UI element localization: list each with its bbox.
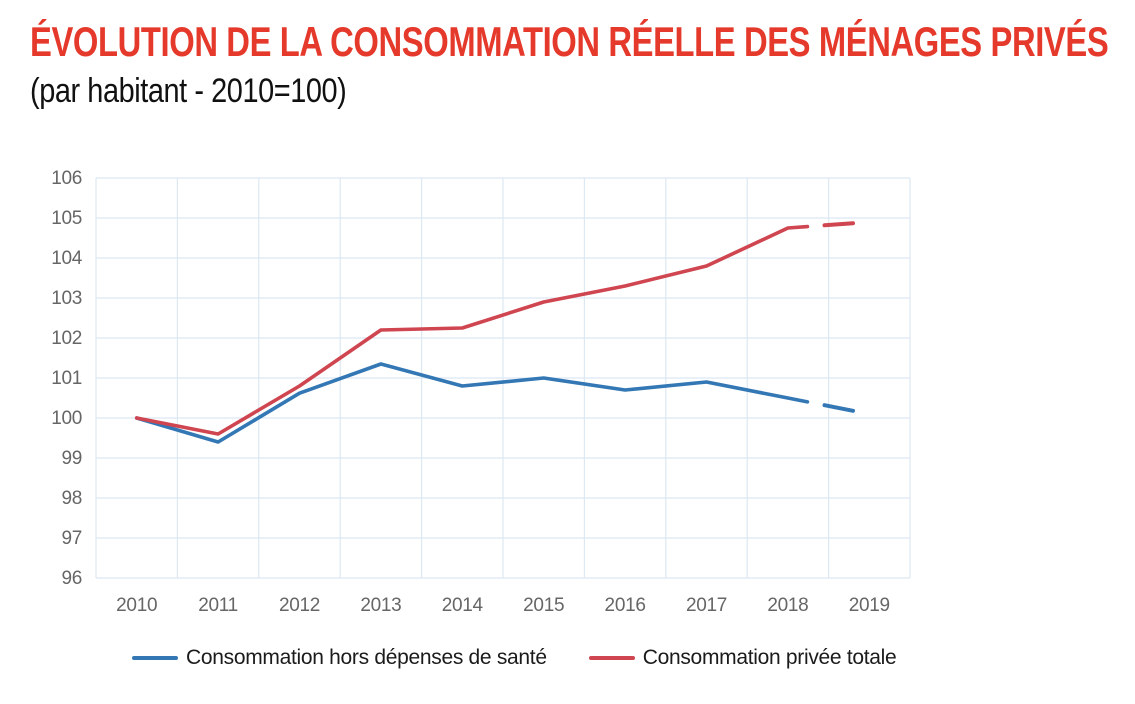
y-tick-label: 99: [61, 448, 82, 469]
line-chart: 96 97 98 99 100 101 102 103 104 105 106 2010 2011 201…: [18, 148, 953, 648]
y-tick-label: 97: [61, 528, 82, 549]
legend-item-privee-totale: Consommation privée totale: [588, 646, 897, 670]
y-tick-label: 98: [61, 488, 82, 509]
legend-label: Consommation privée totale: [642, 646, 897, 669]
chart-legend: Consommation hors dépenses de santé Cons…: [132, 646, 897, 670]
series-forecast-dash-0: [822, 403, 856, 413]
series-line-1: [134, 224, 810, 436]
x-tick-label: 2017: [686, 595, 727, 616]
x-tick-label: 2016: [605, 595, 646, 616]
y-tick-label: 100: [51, 408, 82, 429]
y-tick-label: 104: [51, 248, 83, 269]
x-tick-label: 2013: [360, 595, 401, 616]
x-tick-label: 2014: [442, 595, 484, 616]
legend-item-hors-sante: Consommation hors dépenses de santé: [132, 646, 547, 670]
y-tick-label: 105: [51, 208, 82, 229]
x-tick-label: 2010: [116, 595, 157, 616]
y-tick-label: 102: [51, 328, 82, 349]
y-tick-label: 103: [51, 288, 82, 309]
series-forecast-dash-1: [822, 221, 856, 228]
blue-line-swatch-icon: [132, 656, 178, 660]
x-tick-label: 2015: [523, 595, 564, 616]
y-tick-label: 96: [61, 568, 82, 589]
red-line-swatch-icon: [588, 656, 635, 660]
series-line-0: [134, 362, 810, 444]
chart-canvas: 96 97 98 99 100 101 102 103 104 105 106 2010 2011 201…: [51, 168, 911, 616]
y-tick-label: 101: [51, 368, 82, 389]
chart-title: ÉVOLUTION DE LA CONSOMMATION RÉELLE DES …: [30, 18, 1109, 65]
x-tick-label: 2011: [198, 595, 238, 616]
x-tick-label: 2019: [849, 595, 890, 616]
x-tick-label: 2012: [279, 595, 320, 616]
chart-subtitle: (par habitant - 2010=100): [30, 72, 347, 110]
y-tick-label: 106: [51, 168, 82, 189]
x-tick-label: 2018: [767, 595, 808, 616]
legend-label: Consommation hors dépenses de santé: [186, 646, 547, 669]
